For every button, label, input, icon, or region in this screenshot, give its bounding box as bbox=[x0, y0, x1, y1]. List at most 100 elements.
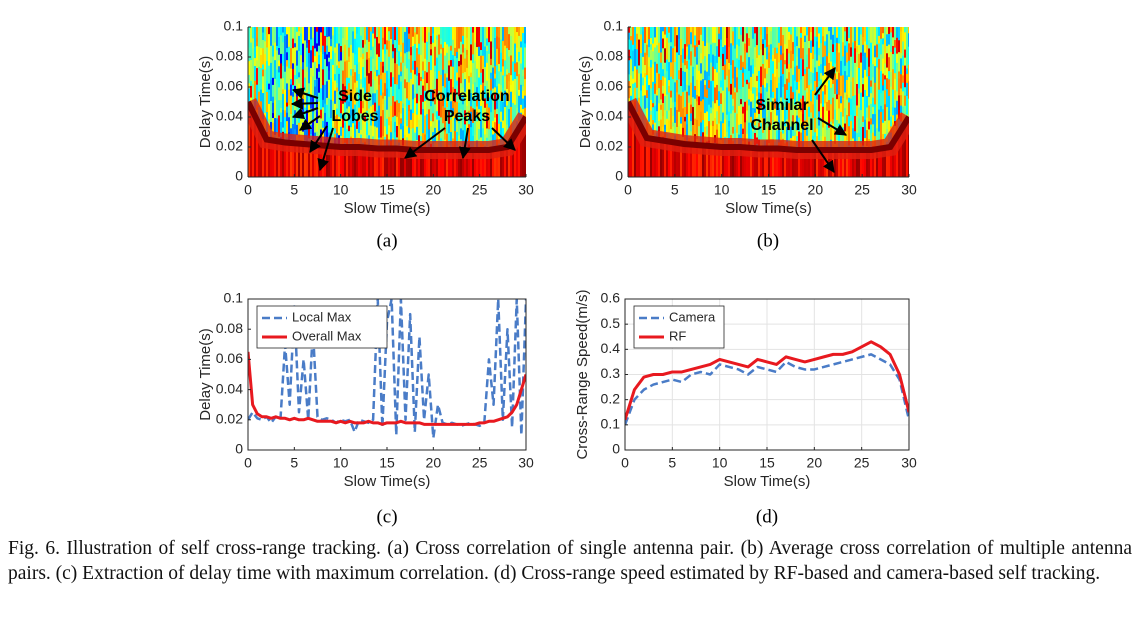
overlay: Side Lobes Correlation Peaks Similar Cha… bbox=[197, 18, 917, 528]
heat-cell bbox=[714, 87, 717, 104]
heat-cell bbox=[758, 102, 761, 115]
heat-cell bbox=[462, 27, 465, 37]
heat-cell bbox=[248, 74, 251, 84]
heat-cell bbox=[872, 132, 875, 147]
heat-cell bbox=[252, 48, 255, 70]
heat-cell bbox=[472, 108, 475, 124]
heat-cell bbox=[394, 40, 397, 49]
heat-cell bbox=[752, 107, 755, 128]
heat-cell bbox=[482, 43, 485, 57]
heat-cell bbox=[634, 49, 637, 67]
heat-cell bbox=[754, 47, 757, 68]
heat-cell bbox=[382, 110, 385, 133]
heat-cell bbox=[262, 130, 265, 177]
heat-cell bbox=[830, 104, 833, 123]
heat-cell bbox=[738, 46, 741, 61]
heat-cell bbox=[274, 42, 277, 61]
heat-cell bbox=[868, 96, 871, 106]
heat-cell bbox=[658, 42, 661, 54]
heat-cell bbox=[424, 115, 427, 135]
heat-cell bbox=[644, 95, 647, 110]
heat-cell bbox=[654, 93, 657, 107]
heat-cell bbox=[340, 27, 343, 47]
heat-cell bbox=[734, 129, 737, 141]
heat-cell bbox=[278, 66, 281, 73]
heat-cell bbox=[680, 38, 683, 56]
heat-cell bbox=[628, 32, 631, 41]
heat-cell bbox=[304, 57, 307, 79]
heat-cell bbox=[850, 150, 853, 177]
heat-cell bbox=[786, 48, 789, 70]
heat-cell bbox=[270, 62, 273, 81]
heat-cell bbox=[692, 76, 695, 98]
heat-cell bbox=[662, 48, 665, 70]
heat-cell bbox=[744, 101, 747, 123]
heat-cell bbox=[256, 41, 259, 47]
heat-cell bbox=[872, 44, 875, 65]
heat-cell bbox=[684, 58, 687, 66]
heat-cell bbox=[828, 27, 831, 32]
heat-cell bbox=[858, 150, 861, 177]
heat-cell bbox=[400, 113, 403, 119]
heat-cell bbox=[284, 110, 287, 118]
heat-cell bbox=[348, 27, 351, 49]
heat-cell bbox=[360, 147, 363, 177]
heat-cell bbox=[408, 127, 411, 135]
heat-cell bbox=[874, 149, 877, 177]
heat-cell bbox=[452, 59, 455, 68]
heat-cell bbox=[860, 126, 863, 144]
heat-cell bbox=[428, 27, 431, 33]
heat-cell bbox=[884, 90, 887, 105]
heat-cell bbox=[676, 52, 679, 63]
heat-cell bbox=[286, 60, 289, 67]
heat-cell bbox=[776, 130, 779, 148]
heat-cell bbox=[902, 41, 905, 57]
heat-cell bbox=[514, 94, 517, 106]
heat-cell bbox=[404, 106, 407, 125]
heat-cell bbox=[274, 118, 277, 136]
heat-cell bbox=[638, 53, 641, 66]
heat-cell bbox=[882, 33, 885, 39]
heat-cell bbox=[292, 48, 295, 64]
heat-cell bbox=[458, 123, 461, 136]
y-tick-label: 0 bbox=[615, 168, 623, 184]
heat-cell bbox=[700, 34, 703, 49]
heat-cell bbox=[354, 54, 357, 66]
heat-cell bbox=[832, 119, 835, 125]
heat-cell bbox=[752, 38, 755, 52]
heat-cell bbox=[512, 42, 515, 62]
heat-cell bbox=[770, 148, 773, 177]
heat-cell bbox=[720, 103, 723, 122]
heat-cell bbox=[296, 143, 299, 177]
heat-cell bbox=[494, 87, 497, 95]
heat-cell bbox=[416, 27, 419, 35]
heat-cell bbox=[304, 77, 307, 92]
heat-cell bbox=[352, 123, 355, 139]
heat-cell bbox=[484, 27, 487, 47]
heat-cell bbox=[278, 27, 281, 38]
heat-cell bbox=[308, 52, 311, 64]
heat-cell bbox=[462, 44, 465, 54]
x-tick-label: 0 bbox=[244, 455, 252, 471]
heat-cell bbox=[784, 44, 787, 61]
heat-cell bbox=[792, 115, 795, 125]
heat-cell bbox=[652, 27, 655, 45]
heat-cell bbox=[456, 101, 459, 122]
heat-cell bbox=[352, 31, 355, 54]
heat-cell bbox=[442, 47, 445, 71]
heat-cell bbox=[844, 150, 847, 177]
heat-cell bbox=[672, 92, 675, 103]
annotation: Side bbox=[338, 88, 372, 105]
heat-cell bbox=[276, 118, 279, 134]
heat-cell bbox=[738, 89, 741, 107]
heat-cell bbox=[282, 127, 285, 133]
heat-cell bbox=[516, 133, 519, 177]
heat-cell bbox=[884, 79, 887, 91]
heat-cell bbox=[326, 81, 329, 99]
heat-cell bbox=[716, 72, 719, 86]
heat-cell bbox=[880, 27, 883, 40]
heat-cell bbox=[698, 96, 701, 106]
heat-cell bbox=[394, 101, 397, 117]
heat-cell bbox=[282, 65, 285, 79]
heat-cell bbox=[422, 79, 425, 87]
